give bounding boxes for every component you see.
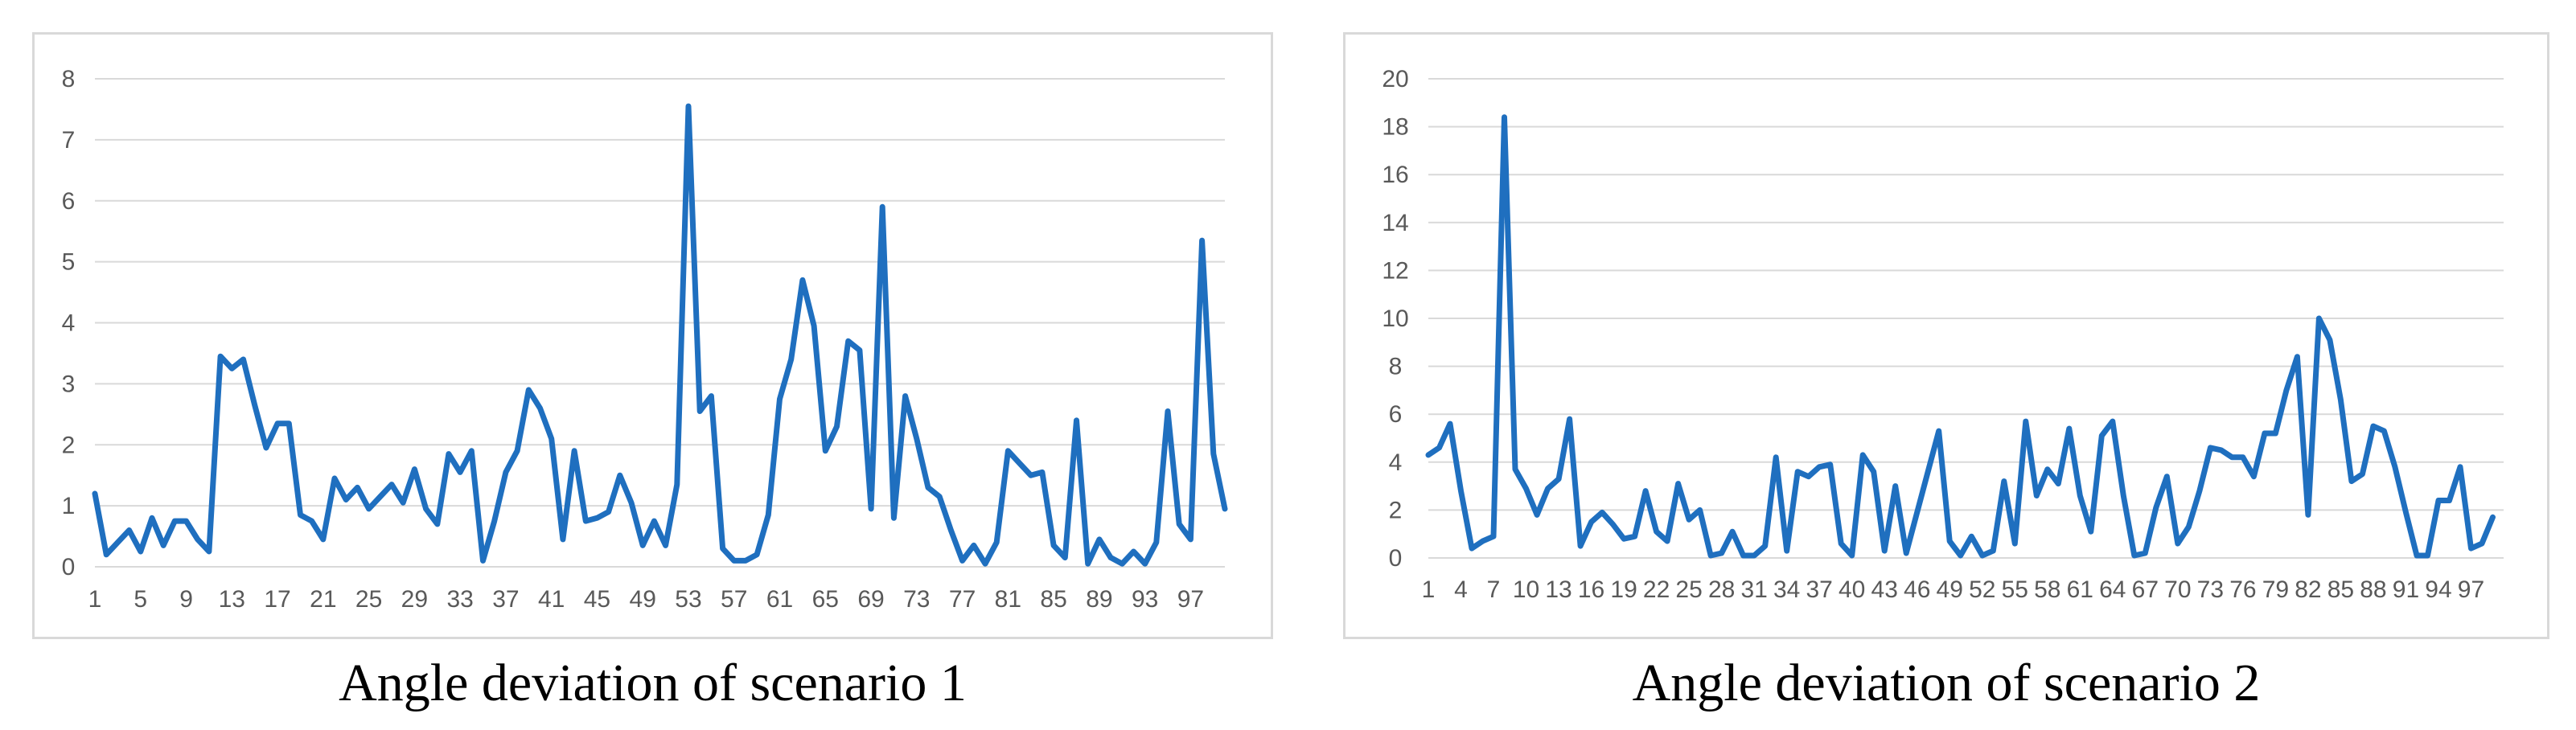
series-line xyxy=(92,103,1228,567)
x-tick-label: 22 xyxy=(1643,576,1670,603)
x-tick-label: 85 xyxy=(1040,586,1066,613)
x-tick-label: 97 xyxy=(1177,586,1204,613)
x-tick-label: 65 xyxy=(812,586,839,613)
y-tick-label: 4 xyxy=(62,310,76,337)
y-tick-label: 20 xyxy=(1382,66,1408,92)
y-tick-label: 18 xyxy=(1382,114,1408,141)
x-tick-label: 33 xyxy=(446,586,473,613)
x-tick-label: 52 xyxy=(1969,576,1995,603)
x-tick-label: 13 xyxy=(1545,576,1571,603)
x-tick-label: 37 xyxy=(1806,576,1832,603)
y-tick-label: 16 xyxy=(1382,162,1408,188)
y-tick-label: 5 xyxy=(62,249,76,276)
x-tick-label: 34 xyxy=(1773,576,1800,603)
y-tick-label: 0 xyxy=(62,554,76,580)
x-tick-label: 10 xyxy=(1513,576,1539,603)
y-tick-label: 2 xyxy=(1389,497,1403,523)
x-tick-label: 31 xyxy=(1740,576,1767,603)
x-tick-label: 61 xyxy=(2067,576,2093,603)
y-tick-label: 12 xyxy=(1382,257,1408,284)
x-tick-label: 7 xyxy=(1487,576,1501,603)
y-tick-label: 3 xyxy=(62,371,76,397)
x-tick-label: 28 xyxy=(1708,576,1735,603)
x-tick-label: 25 xyxy=(1675,576,1702,603)
y-tick-label: 8 xyxy=(62,66,76,92)
series-line xyxy=(1425,114,2496,559)
caption-scenario-1: Angle deviation of scenario 1 xyxy=(339,654,967,712)
x-tick-label: 97 xyxy=(2458,576,2484,603)
x-tick-label: 1 xyxy=(88,586,102,613)
y-tick-label: 1 xyxy=(62,493,76,519)
y-tick-label: 7 xyxy=(62,127,76,154)
y-tick-label: 14 xyxy=(1382,210,1408,236)
y-tick-label: 10 xyxy=(1382,306,1408,332)
x-tick-label: 89 xyxy=(1086,586,1112,613)
x-tick-label: 41 xyxy=(538,586,565,613)
chart-panel-scenario-2: 0 2 4 6 8 10 12 14 16 18 20 1 4 7 10 13 16 19 22 25 28 31 34 37… xyxy=(1343,32,2549,639)
x-tick-label: 85 xyxy=(2327,576,2354,603)
x-tick-label: 73 xyxy=(903,586,930,613)
x-tick-label: 81 xyxy=(995,586,1021,613)
x-tick-label: 45 xyxy=(584,586,610,613)
x-tick-label: 69 xyxy=(857,586,884,613)
x-tick-label: 58 xyxy=(2034,576,2060,603)
x-tick-label: 5 xyxy=(134,586,147,613)
x-tick-label: 88 xyxy=(2360,576,2386,603)
x-tick-label: 77 xyxy=(949,586,976,613)
x-tick-label: 19 xyxy=(1610,576,1637,603)
x-tick-label: 64 xyxy=(2099,576,2126,603)
x-tick-label: 13 xyxy=(219,586,245,613)
x-tick-label: 46 xyxy=(1904,576,1930,603)
x-tick-label: 61 xyxy=(766,586,793,613)
x-tick-label: 17 xyxy=(264,586,290,613)
y-tick-label: 6 xyxy=(1389,401,1403,428)
y-tick-label: 4 xyxy=(1389,449,1403,476)
x-tick-label: 49 xyxy=(1937,576,1963,603)
x-tick-label: 79 xyxy=(2262,576,2289,603)
x-tick-label: 40 xyxy=(1839,576,1865,603)
y-tick-label: 2 xyxy=(62,432,76,458)
x-tick-label: 73 xyxy=(2197,576,2224,603)
x-tick-label: 25 xyxy=(355,586,382,613)
x-tick-label: 76 xyxy=(2229,576,2256,603)
x-tick-label: 53 xyxy=(675,586,701,613)
x-tick-label: 57 xyxy=(721,586,747,613)
y-tick-label: 6 xyxy=(62,188,76,215)
x-tick-label: 91 xyxy=(2393,576,2419,603)
x-tick-label: 67 xyxy=(2132,576,2159,603)
x-tick-label: 70 xyxy=(2164,576,2191,603)
y-tick-label: 8 xyxy=(1389,354,1403,380)
x-tick-label: 4 xyxy=(1454,576,1468,603)
chart-panel-scenario-1: 0 1 2 3 4 5 6 7 8 1 5 9 13 17 21 25 29 33 37 41 45 49 53 57 61 65… xyxy=(32,32,1273,639)
y-tick-label: 0 xyxy=(1389,545,1403,572)
x-tick-label: 9 xyxy=(179,586,193,613)
x-tick-label: 1 xyxy=(1422,576,1436,603)
x-tick-label: 82 xyxy=(2295,576,2321,603)
x-tick-label: 21 xyxy=(310,586,336,613)
x-tick-label: 94 xyxy=(2425,576,2451,603)
x-tick-label: 43 xyxy=(1871,576,1898,603)
x-tick-label: 49 xyxy=(630,586,656,613)
x-tick-label: 16 xyxy=(1578,576,1604,603)
x-tick-label: 93 xyxy=(1132,586,1158,613)
caption-scenario-2: Angle deviation of scenario 2 xyxy=(1632,654,2261,712)
x-tick-label: 29 xyxy=(401,586,428,613)
x-tick-label: 55 xyxy=(2002,576,2028,603)
x-tick-label: 37 xyxy=(492,586,519,613)
